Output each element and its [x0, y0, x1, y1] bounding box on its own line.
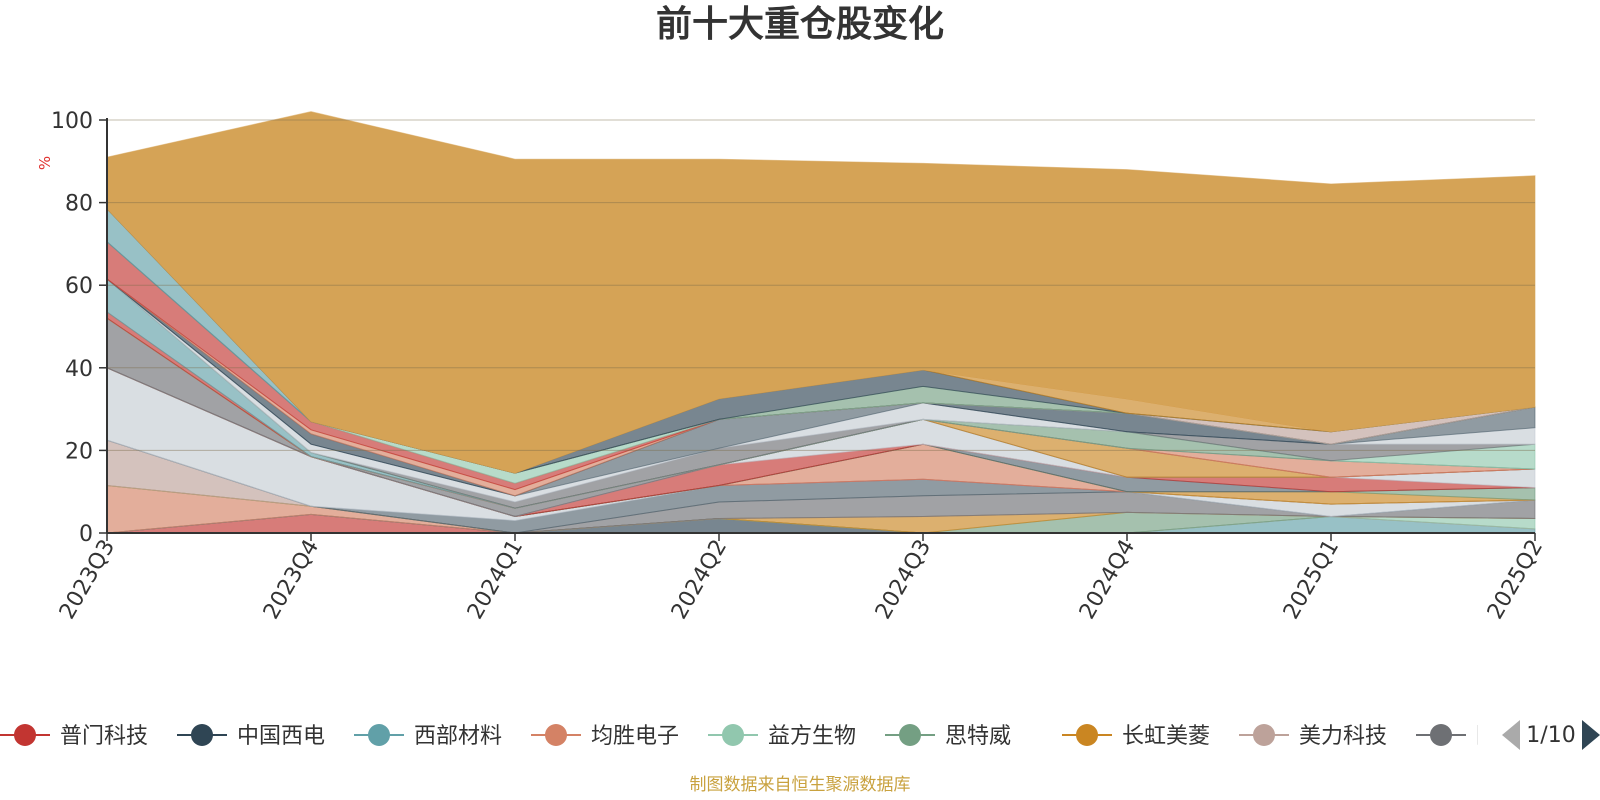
y-tick-label: 60: [65, 274, 93, 299]
x-tick-label: 2024Q3: [871, 536, 936, 624]
legend-label: 美力科技: [1299, 724, 1387, 749]
legend-label: 普门科技: [60, 724, 148, 749]
area-series-group: [106, 111, 1536, 534]
legend-label: 益方生物: [768, 724, 856, 749]
legend-item[interactable]: 思特威: [885, 724, 1011, 749]
legend-label: 长虹美菱: [1122, 724, 1210, 749]
legend-label: 中国西电: [237, 724, 325, 749]
x-tick-label: 2024Q4: [1075, 536, 1140, 624]
axes: [106, 118, 1535, 534]
legend-marker-icon: [14, 724, 36, 746]
legend-marker-icon: [191, 724, 213, 746]
legend-label: 思特威: [945, 724, 1011, 749]
legend-item[interactable]: 益方生物: [708, 724, 856, 749]
data-source-note: 制图数据来自恒生聚源数据库: [690, 775, 911, 795]
x-tick-label: 2025Q2: [1483, 536, 1548, 624]
grid-lines: [107, 119, 1535, 451]
legend-marker-icon: [545, 724, 567, 746]
legend-page-indicator: 1/10: [1526, 723, 1575, 748]
legend-next-icon[interactable]: [1582, 720, 1600, 750]
legend-item[interactable]: 普门科技: [0, 724, 148, 749]
legend-marker-icon: [368, 724, 390, 746]
legend-items: 普门科技 中国西电 西部材料 均胜电子 益方生物 思特威 长虹美菱 美力科技 国际复材: [0, 724, 1564, 749]
legend-prev-icon[interactable]: [1502, 720, 1520, 750]
x-tick-label: 2023Q4: [259, 536, 324, 624]
x-tick-label: 2023Q3: [55, 536, 120, 624]
legend-marker-icon: [1076, 724, 1098, 746]
y-axis-unit: %: [36, 156, 54, 170]
legend-marker-icon: [1430, 724, 1452, 746]
y-tick-label: 100: [51, 109, 93, 134]
legend-item[interactable]: 国际复材: [1416, 724, 1564, 749]
x-tick-label: 2024Q1: [463, 536, 528, 624]
y-tick-label: 40: [65, 357, 93, 382]
x-tick-label: 2025Q1: [1279, 536, 1344, 624]
legend-marker-icon: [722, 724, 744, 746]
legend-item[interactable]: 均胜电子: [531, 724, 679, 749]
legend-label: 国际复材: [1476, 724, 1564, 749]
legend: 普门科技 中国西电 西部材料 均胜电子 益方生物 思特威 长虹美菱 美力科技 国际复材: [0, 724, 1564, 749]
legend-item[interactable]: 长虹美菱: [1062, 724, 1210, 749]
legend-label: 均胜电子: [591, 724, 679, 749]
x-axis-ticks: 2023Q3 2023Q4 2024Q1 2024Q2 2024Q3 2024Q4 2025…: [55, 533, 1548, 624]
y-axis-ticks: 0 20 40 60 80 100: [51, 109, 107, 547]
legend-pager: 1/10: [1502, 720, 1600, 750]
y-tick-label: 0: [79, 522, 93, 547]
legend-item[interactable]: 中国西电: [177, 724, 325, 749]
y-tick-label: 80: [65, 192, 93, 217]
area-series: [106, 111, 1536, 474]
legend-marker-icon: [899, 724, 921, 746]
legend-item[interactable]: 西部材料: [354, 724, 502, 749]
chart-title: 前十大重仓股变化: [656, 3, 944, 45]
legend-item[interactable]: 美力科技: [1239, 724, 1387, 749]
x-tick-label: 2024Q2: [667, 536, 732, 624]
legend-label: 西部材料: [414, 724, 502, 749]
y-tick-label: 20: [65, 439, 93, 464]
legend-marker-icon: [1253, 724, 1275, 746]
